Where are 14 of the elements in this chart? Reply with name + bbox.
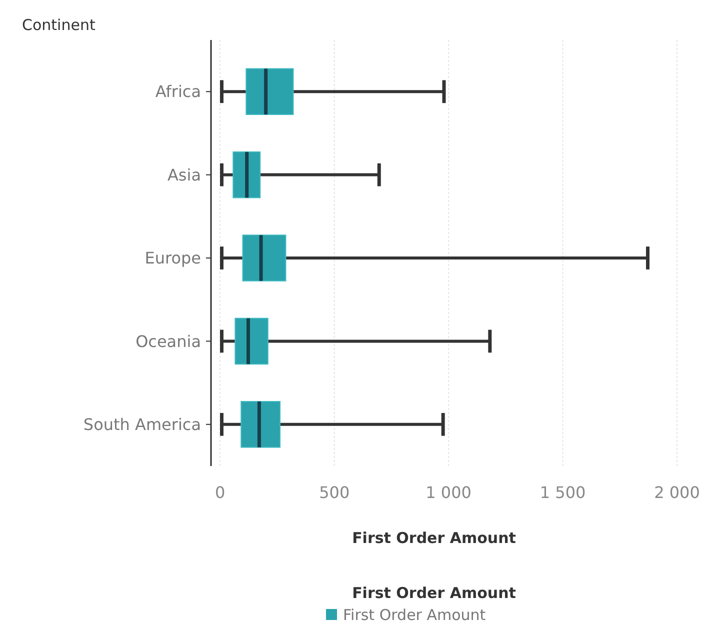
x-tick-label: 500 bbox=[319, 483, 350, 502]
x-tick-label: 1 500 bbox=[540, 483, 586, 502]
y-tick-label: Asia bbox=[167, 165, 201, 184]
y-tick-label: Europe bbox=[144, 248, 201, 268]
x-tick-label: 2 000 bbox=[654, 483, 700, 502]
y-tick-label: South America bbox=[83, 415, 201, 434]
legend-title: First Order Amount bbox=[352, 584, 516, 602]
x-tick-label: 0 bbox=[215, 483, 226, 502]
y-tick-label: Oceania bbox=[136, 332, 201, 351]
y-tick-label: Africa bbox=[155, 82, 201, 102]
x-axis-title: First Order Amount bbox=[352, 529, 516, 547]
x-tick-label: 1 000 bbox=[426, 483, 472, 502]
y-axis-title: Continent bbox=[22, 16, 96, 34]
legend-label: First Order Amount bbox=[343, 606, 486, 624]
